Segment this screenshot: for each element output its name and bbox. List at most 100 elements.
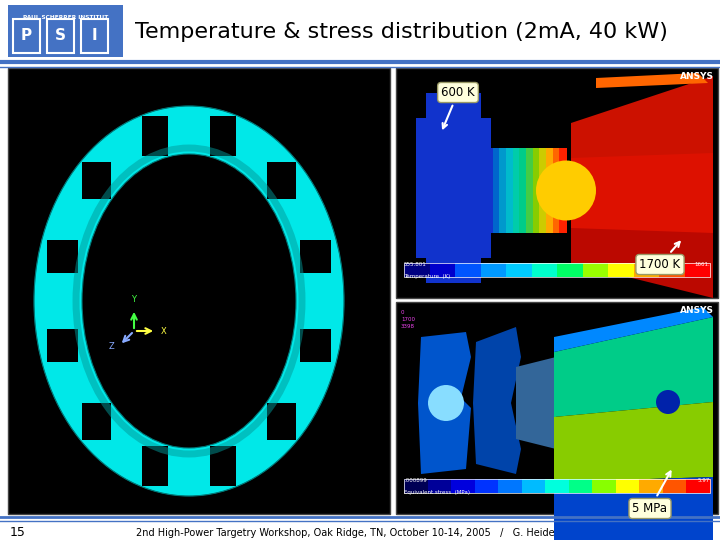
Bar [474, 479, 499, 493]
Polygon shape [571, 76, 713, 168]
Bar [545, 479, 570, 493]
Polygon shape [418, 332, 471, 474]
Bar [267, 161, 297, 199]
Bar [539, 148, 547, 233]
Bar [634, 263, 660, 277]
Polygon shape [516, 357, 556, 449]
Ellipse shape [34, 106, 344, 496]
Text: Temperature  (K): Temperature (K) [404, 274, 450, 279]
Bar [142, 447, 168, 486]
Text: Equivalent stress  (MPa): Equivalent stress (MPa) [404, 490, 470, 495]
Bar [522, 479, 546, 493]
Bar [404, 263, 710, 277]
Bar [533, 148, 540, 233]
Bar [455, 263, 481, 277]
Bar [426, 255, 481, 283]
Text: 1700 K: 1700 K [639, 242, 680, 271]
Bar [659, 263, 685, 277]
Bar [142, 116, 168, 156]
Bar [569, 479, 593, 493]
Text: ANSYS: ANSYS [680, 306, 714, 315]
Bar [404, 263, 430, 277]
Bar [513, 148, 521, 233]
Bar [553, 148, 560, 233]
Text: 2nd High-Power Targetry Workshop, Oak Ridge, TN, October 10-14, 2005   /   G. He: 2nd High-Power Targetry Workshop, Oak Ri… [135, 528, 585, 538]
Bar [210, 447, 236, 486]
Polygon shape [473, 327, 521, 474]
Text: Z: Z [109, 342, 114, 352]
Polygon shape [554, 402, 713, 482]
Bar [546, 148, 554, 233]
Ellipse shape [536, 160, 596, 220]
Bar [557, 263, 583, 277]
Bar [492, 148, 500, 233]
Bar [210, 116, 236, 156]
Bar [593, 479, 616, 493]
Text: S: S [55, 29, 66, 44]
Bar [639, 479, 663, 493]
Polygon shape [596, 73, 708, 88]
Bar [685, 263, 711, 277]
Bar [498, 479, 522, 493]
Bar [506, 263, 532, 277]
Bar [451, 479, 475, 493]
Polygon shape [554, 317, 713, 417]
Polygon shape [571, 153, 713, 243]
Bar [81, 403, 111, 441]
Text: 1661.: 1661. [694, 262, 710, 267]
Bar [396, 302, 718, 514]
Bar [428, 479, 451, 493]
Bar [426, 93, 481, 121]
Bar [500, 148, 507, 233]
Bar [686, 479, 711, 493]
Circle shape [656, 390, 680, 414]
Polygon shape [554, 477, 713, 540]
Bar [608, 263, 634, 277]
Ellipse shape [82, 154, 296, 448]
Bar [8, 68, 390, 514]
Text: 600 K: 600 K [441, 86, 474, 129]
Bar [480, 263, 506, 277]
Bar [476, 158, 494, 218]
Bar [526, 148, 534, 233]
Text: X: X [161, 327, 167, 335]
Bar [430, 263, 456, 277]
Bar [267, 403, 297, 441]
Bar [519, 148, 527, 233]
Bar [47, 19, 74, 53]
Text: 555.801: 555.801 [404, 262, 427, 267]
Bar [8, 5, 123, 57]
Bar [300, 240, 331, 273]
Bar [506, 148, 513, 233]
Text: PAUL SCHERRER INSTITUT: PAUL SCHERRER INSTITUT [23, 15, 108, 20]
Bar [404, 479, 710, 493]
Polygon shape [571, 228, 713, 298]
Bar [404, 479, 428, 493]
Text: I: I [91, 29, 97, 44]
Text: 5.97: 5.97 [698, 478, 710, 483]
Bar [486, 148, 494, 233]
Bar [47, 329, 78, 362]
Bar [559, 148, 567, 233]
Text: ANSYS: ANSYS [680, 72, 714, 81]
Text: Y: Y [132, 295, 137, 304]
Bar [416, 118, 491, 258]
Bar [81, 161, 111, 199]
Text: .000899: .000899 [404, 478, 427, 483]
Bar [616, 479, 640, 493]
Text: Temperature & stress distribution (2mA, 40 kW): Temperature & stress distribution (2mA, … [135, 22, 668, 42]
Bar [81, 19, 108, 53]
Bar [396, 68, 718, 298]
Bar [663, 479, 687, 493]
Text: 5 MPa: 5 MPa [632, 471, 670, 515]
Bar [582, 263, 608, 277]
Bar [47, 240, 78, 273]
Bar [13, 19, 40, 53]
Polygon shape [554, 307, 713, 352]
Bar [531, 263, 557, 277]
Text: 0
1700
3398: 0 1700 3398 [401, 310, 415, 329]
Circle shape [428, 385, 464, 421]
Bar [300, 329, 331, 362]
Text: P: P [21, 29, 32, 44]
Text: 15: 15 [10, 526, 26, 539]
